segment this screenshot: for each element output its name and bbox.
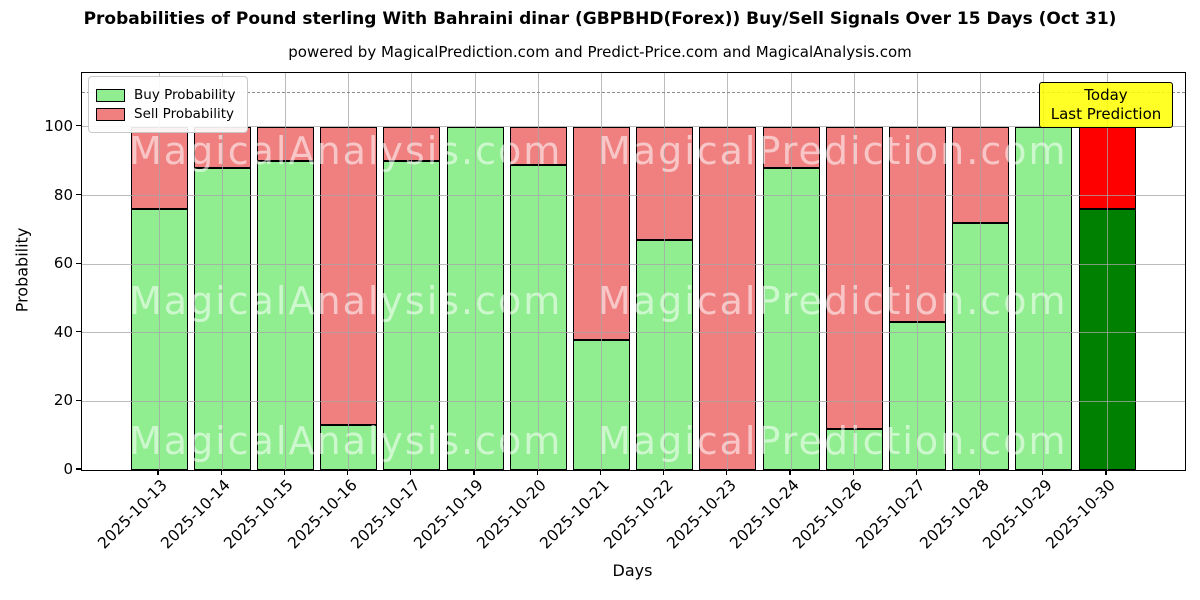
x-tick-mark [915,470,917,475]
bar-segment-buy [320,425,378,470]
x-tick-mark [283,470,285,475]
chart-subtitle: powered by MagicalPrediction.com and Pre… [288,43,912,61]
legend-item-sell: Sell Probability [96,106,235,122]
y-tick-mark [76,193,81,196]
x-tick-mark [663,470,665,475]
x-tick-mark [157,470,159,475]
x-tick-mark [852,470,854,475]
bar-segment-buy [383,161,441,470]
legend-label-buy: Buy Probability [134,87,236,103]
bar-segment-buy [446,126,504,470]
y-tick-mark [76,331,81,333]
x-tick-mark [410,470,412,475]
bar-segment-buy [636,240,694,470]
y-tick-mark [76,262,81,264]
bar-segment-sell [952,126,1010,223]
bar-segment-sell [509,126,567,165]
y-tick-label: 100 [44,116,73,135]
x-tick-mark [536,470,538,475]
y-tick-mark [76,468,81,470]
y-tick-mark [76,399,81,401]
sell-swatch [96,107,125,121]
x-tick-mark [979,470,981,475]
y-tick-label: 60 [53,254,73,273]
chart-title: Probabilities of Pound sterling With Bah… [83,9,1117,29]
bar-segment-buy [572,339,630,470]
y-tick-label: 40 [53,322,73,341]
y-tick-label: 20 [53,391,73,410]
bar-segment-sell [762,126,820,169]
bar-segment-sell [383,126,441,162]
bar-segment-buy [1078,209,1136,470]
x-tick-mark [599,470,601,475]
bar-segment-sell [572,126,630,340]
y-tick-label: 80 [53,185,73,204]
bar-segment-buy [256,161,314,470]
buy-swatch [96,88,125,102]
bar-segment-buy [509,164,567,470]
today-annotation-line1: Today [1084,86,1128,104]
bar-segment-buy [825,428,883,470]
today-annotation-box: Today Last Prediction [1039,82,1173,128]
x-tick-mark [726,470,728,475]
x-axis-label: Days [612,561,653,580]
legend: Buy Probability Sell Probability [88,76,249,133]
y-tick-mark [76,125,81,127]
x-tick-mark [1105,470,1107,475]
x-tick-mark [789,470,791,475]
bar-segment-buy [952,222,1010,470]
bar-segment-sell [130,126,188,210]
bar-segment-buy [1015,126,1073,470]
bar-segment-sell [636,126,694,241]
dashed-guide-line [82,91,1185,93]
x-tick-mark [1042,470,1044,475]
bar-segment-buy [130,209,188,470]
legend-item-buy: Buy Probability [96,87,235,103]
y-tick-label: 0 [63,460,73,478]
x-tick-mark [347,470,349,475]
today-annotation-line2: Last Prediction [1050,105,1162,123]
x-tick-mark [473,470,475,475]
bar-segment-sell [193,126,251,169]
bar-segment-buy [888,322,946,470]
bar-segment-sell [1078,126,1136,210]
bar-segment-buy [762,168,820,470]
bar-segment-sell [320,126,378,426]
bar-segment-sell [888,126,946,323]
bars-layer [82,73,1185,470]
bar-segment-sell [699,126,757,470]
bar-segment-sell [825,126,883,429]
bar-segment-buy [193,168,251,470]
legend-label-sell: Sell Probability [134,106,235,122]
bar-segment-sell [256,126,314,162]
x-tick-mark [220,470,222,475]
